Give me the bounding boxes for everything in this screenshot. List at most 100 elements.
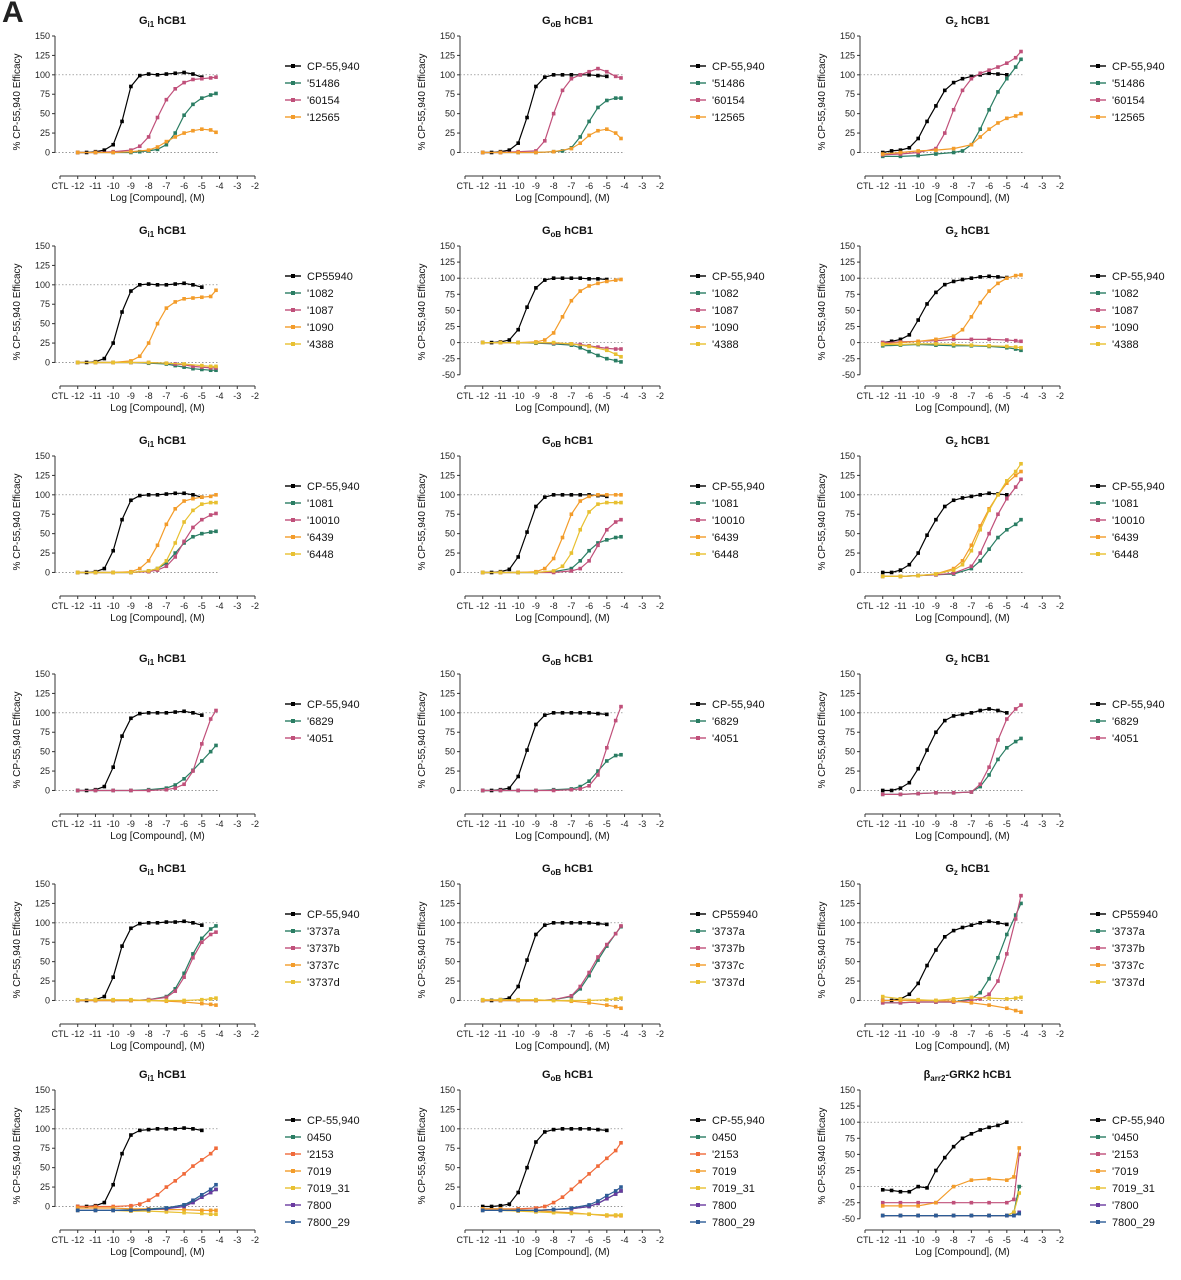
data-point	[534, 932, 538, 937]
data-point	[934, 791, 938, 795]
series-line	[882, 471, 1022, 577]
data-point	[164, 1206, 169, 1210]
y-tick-label: 100	[840, 918, 855, 928]
data-point	[613, 997, 618, 1001]
data-point	[569, 276, 574, 280]
data-point	[146, 341, 151, 345]
x-axis-label: Log [Compound], (M)	[110, 1041, 205, 1052]
data-point	[93, 1206, 98, 1210]
y-tick-label: 100	[35, 490, 50, 500]
x-tick-label: -11	[89, 391, 101, 401]
data-point	[596, 493, 600, 497]
data-point	[551, 998, 556, 1003]
data-point	[596, 128, 600, 133]
data-point	[191, 952, 195, 956]
data-point	[587, 277, 591, 281]
y-tick-label: 75	[40, 299, 50, 309]
data-point	[200, 997, 204, 1002]
legend-marker	[696, 912, 700, 916]
legend-marker	[1096, 980, 1100, 984]
y-axis-label: % CP-55,940 Efficacy	[12, 53, 23, 150]
data-point	[569, 566, 574, 571]
legend-label: '60154	[712, 95, 745, 107]
data-point	[880, 1188, 885, 1192]
x-tick-label: -8	[950, 181, 958, 191]
data-point	[898, 150, 903, 155]
data-point	[613, 358, 618, 363]
data-point	[164, 492, 169, 496]
chart-panel: Gi1 hCB1 % CP-55,940 Efficacy 150 125 100 75 5…	[12, 863, 360, 1052]
x-tick-label: -3	[638, 1029, 646, 1039]
data-point	[542, 713, 547, 717]
data-point	[898, 786, 903, 790]
data-point	[1005, 276, 1009, 280]
series-line	[482, 1186, 622, 1211]
data-point	[551, 788, 556, 793]
data-point	[137, 1128, 142, 1133]
x-tick-label: -8	[550, 1029, 558, 1039]
legend-marker	[291, 929, 295, 933]
x-axis-label: Log [Compound], (M)	[110, 193, 205, 204]
legend-marker	[696, 535, 700, 539]
chart-title: Gi1 hCB1	[139, 225, 186, 239]
data-point	[534, 286, 538, 290]
chart-title: Gi1 hCB1	[139, 1069, 186, 1083]
data-point	[173, 987, 178, 991]
data-point	[960, 925, 965, 930]
data-point	[1013, 996, 1018, 1000]
data-point	[934, 517, 938, 522]
data-point	[587, 973, 591, 978]
data-point	[619, 500, 623, 505]
x-tick-label: -6	[985, 181, 993, 191]
x-tick-label: -2	[251, 819, 259, 829]
data-point	[951, 1184, 956, 1189]
legend-label: CP-55,940	[1112, 699, 1165, 711]
data-point	[1005, 1006, 1009, 1011]
data-point	[164, 787, 169, 792]
data-point	[960, 76, 965, 81]
data-point	[1005, 481, 1009, 485]
x-tick-label: -3	[638, 1235, 646, 1245]
data-point	[111, 765, 115, 769]
data-point	[934, 152, 938, 156]
legend-marker	[1096, 535, 1100, 539]
legend-label: CP55940	[307, 271, 353, 283]
y-tick-label: 150	[440, 669, 455, 679]
legend-marker	[696, 1118, 700, 1122]
y-tick-label: 25	[445, 548, 455, 558]
x-axis-label: Log [Compound], (M)	[915, 193, 1010, 204]
data-point	[578, 73, 583, 77]
data-point	[191, 711, 195, 715]
data-point	[480, 1208, 485, 1213]
data-point	[925, 119, 929, 124]
data-point	[619, 752, 623, 757]
x-tick-label: -7	[967, 181, 975, 191]
y-tick-label: 50	[845, 109, 855, 119]
data-point	[978, 300, 983, 305]
y-tick-label: 75	[445, 1143, 455, 1153]
data-point	[578, 1179, 583, 1184]
data-point	[200, 713, 204, 717]
series-line	[482, 67, 622, 154]
x-tick-label: -11	[894, 819, 906, 829]
legend-label: CP-55,940	[307, 481, 360, 493]
x-tick-label: -8	[950, 819, 958, 829]
legend-marker	[1096, 98, 1100, 102]
x-tick-label: -3	[638, 601, 646, 611]
data-point	[1005, 338, 1009, 342]
series-line	[882, 274, 1022, 345]
data-point	[605, 346, 609, 351]
legend-marker	[1096, 291, 1100, 295]
y-axis-label: % CP-55,940 Efficacy	[417, 1107, 428, 1204]
y-tick-label: 25	[445, 766, 455, 776]
data-point	[155, 321, 160, 326]
x-tick-label: -3	[233, 391, 241, 401]
x-tick-label: -11	[494, 819, 506, 829]
x-tick-label: -11	[894, 1235, 906, 1245]
data-point	[516, 788, 520, 793]
data-point	[146, 559, 151, 563]
data-point	[916, 318, 920, 322]
x-tick-label: -5	[198, 181, 206, 191]
data-point	[146, 135, 151, 139]
data-point	[129, 289, 133, 293]
